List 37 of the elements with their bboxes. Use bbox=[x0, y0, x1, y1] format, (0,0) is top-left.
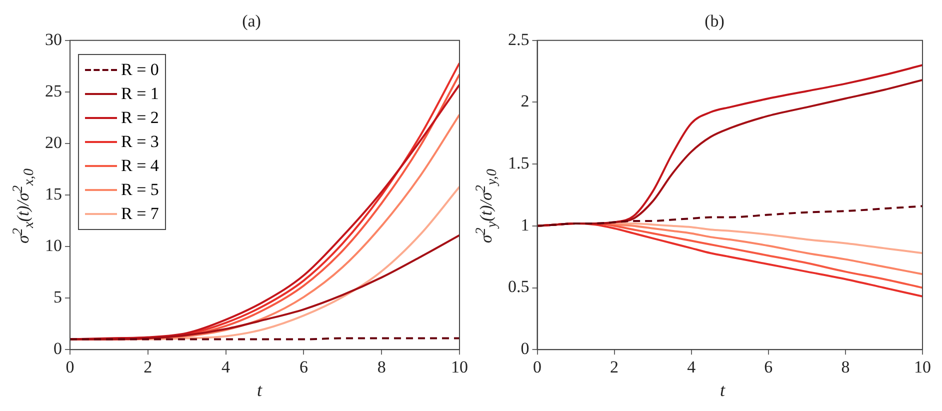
x-tick-label: 8 bbox=[841, 357, 850, 376]
y-tick-label: 10 bbox=[45, 236, 62, 255]
y-tick-label: 2.5 bbox=[508, 30, 530, 49]
legend-label: R = 0 bbox=[121, 59, 159, 81]
y-tick-label: 5 bbox=[54, 288, 62, 307]
y-tick-label: 0.5 bbox=[508, 277, 530, 296]
x-tick-label: 4 bbox=[687, 357, 696, 376]
y-tick-label: 30 bbox=[45, 30, 62, 49]
x-tick-label: 4 bbox=[222, 357, 231, 376]
legend-label: R = 1 bbox=[121, 83, 159, 105]
x-tick-label: 6 bbox=[299, 357, 308, 376]
y-tick-label: 1 bbox=[520, 215, 530, 234]
legend-label: R = 4 bbox=[121, 155, 159, 177]
x-tick-label: 0 bbox=[533, 357, 542, 376]
x-tick-label: 0 bbox=[66, 357, 74, 376]
chart-title: (b) bbox=[704, 12, 724, 31]
chart-title: (a) bbox=[242, 12, 261, 31]
y-tick-label: 0 bbox=[54, 339, 62, 358]
legend-label: R = 2 bbox=[121, 107, 159, 129]
y-tick-label: 25 bbox=[45, 81, 62, 100]
x-axis-title: t bbox=[718, 380, 726, 401]
legend-label: R = 5 bbox=[121, 179, 159, 201]
x-axis-title: t bbox=[256, 380, 264, 401]
legend-label: R = 3 bbox=[121, 131, 159, 153]
y-tick-label: 0 bbox=[520, 339, 530, 358]
x-tick-label: 8 bbox=[377, 357, 386, 376]
x-tick-label: 10 bbox=[914, 357, 931, 376]
y-tick-label: 2 bbox=[520, 92, 530, 111]
x-tick-label: 2 bbox=[144, 357, 152, 376]
y-tick-label: 15 bbox=[45, 184, 62, 204]
y-tick-label: 20 bbox=[45, 132, 62, 152]
x-tick-label: 2 bbox=[610, 357, 619, 376]
x-tick-label: 10 bbox=[451, 357, 468, 376]
legend-label: R = 7 bbox=[121, 203, 159, 225]
y-tick-label: 1.5 bbox=[508, 154, 530, 173]
line-series bbox=[537, 205, 922, 227]
x-tick-label: 6 bbox=[764, 357, 773, 376]
